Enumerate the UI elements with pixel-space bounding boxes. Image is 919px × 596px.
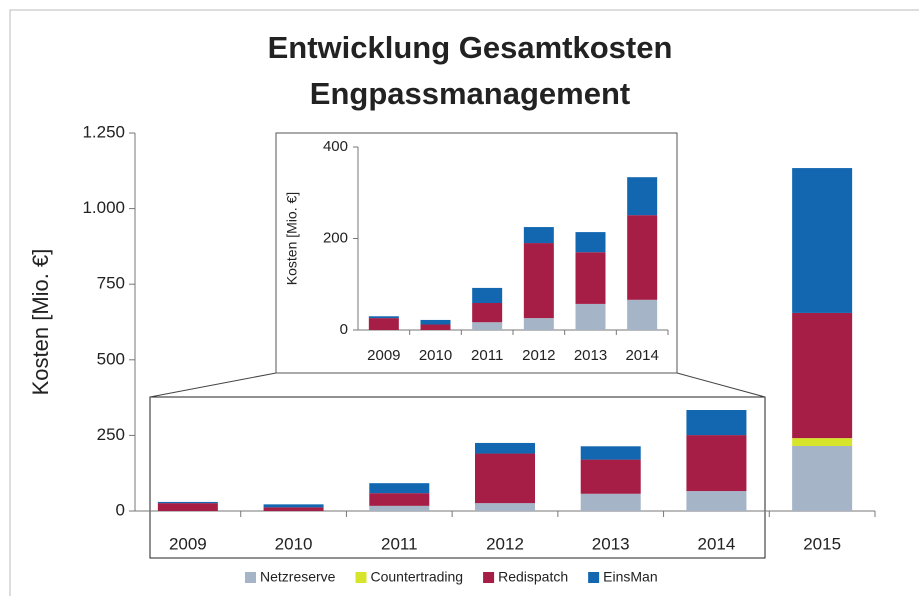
x-tick-label: 2013 [574, 347, 607, 364]
bar-segment [472, 287, 503, 304]
x-tick-label: 2013 [592, 534, 630, 553]
bar-segment [627, 299, 658, 330]
legend-swatch [588, 572, 600, 583]
x-tick-label: 2009 [169, 534, 207, 553]
chart-title: Entwicklung Gesamtkosten [268, 30, 673, 65]
x-tick-label: 2014 [625, 347, 658, 364]
bar-segment [369, 483, 430, 494]
y-tick-label: 750 [97, 274, 125, 293]
bar-segment [580, 493, 641, 511]
bar-segment [475, 442, 535, 454]
y-tick-label: 500 [97, 349, 125, 368]
bar-segment [580, 459, 641, 494]
x-tick-label: 2011 [381, 534, 418, 553]
bar-segment [368, 316, 399, 319]
bar-segment [157, 501, 218, 504]
x-tick-label: 2010 [419, 347, 452, 364]
y-tick-label: 250 [97, 425, 125, 444]
legend-label: Netzreserve [260, 569, 336, 585]
x-tick-label: 2010 [275, 534, 313, 553]
zoom-box [149, 396, 766, 559]
y-tick-label: 1.250 [82, 122, 125, 141]
bar-segment [523, 227, 554, 244]
bar-segment [792, 312, 853, 439]
bar-segment [420, 319, 451, 325]
frame [9, 9, 919, 596]
legend-label: Countertrading [370, 569, 463, 585]
bar-segment [472, 322, 503, 330]
y-tick-label: 1.000 [82, 198, 125, 217]
legend-label: EinsMan [603, 569, 657, 585]
y-axis-label: Kosten [Mio. €] [28, 249, 53, 396]
bar-segment [157, 503, 218, 511]
bar-segment [575, 252, 606, 304]
x-tick-label: 2014 [698, 534, 736, 553]
x-tick-label: 2015 [803, 534, 841, 553]
bar-segment [472, 303, 503, 323]
legend-swatch [355, 572, 367, 583]
bar-segment [368, 318, 399, 330]
legend-label: Redispatch [498, 569, 568, 585]
bar-segment [686, 435, 747, 492]
x-tick-label: 2009 [367, 347, 400, 364]
zoom-connector [676, 372, 766, 398]
bar-segment [263, 504, 324, 508]
zoom-connector [149, 372, 277, 398]
bar-segment [627, 177, 658, 216]
bar-segment [523, 243, 554, 319]
x-tick-label: 2011 [471, 347, 503, 364]
legend-swatch [245, 572, 256, 583]
bar-segment [575, 232, 606, 253]
chart-subtitle: Engpassmanagement [310, 76, 630, 111]
bar-segment [475, 503, 535, 511]
bar-segment [369, 505, 430, 511]
bar-segment [792, 445, 853, 511]
bar-segment [369, 493, 430, 506]
y-tick-label: 400 [323, 138, 348, 155]
bar-segment [263, 507, 324, 511]
bar-segment [686, 409, 747, 436]
bar-segment [792, 168, 853, 313]
y-axis-label: Kosten [Mio. €] [284, 192, 300, 285]
bar-segment [420, 324, 451, 330]
y-tick-label: 0 [340, 321, 348, 338]
x-tick-label: 2012 [486, 534, 524, 553]
bar-segment [580, 446, 641, 460]
bar-segment [575, 303, 606, 330]
y-tick-label: 0 [116, 500, 125, 519]
bar-segment [523, 318, 554, 330]
bar-segment [686, 491, 747, 511]
bar-segment [475, 453, 535, 504]
x-tick-label: 2012 [522, 347, 555, 364]
legend-swatch [483, 572, 495, 583]
bar-segment [627, 215, 658, 300]
inset-frame [275, 132, 678, 374]
bar-segment [792, 438, 853, 446]
y-tick-label: 200 [323, 229, 348, 246]
